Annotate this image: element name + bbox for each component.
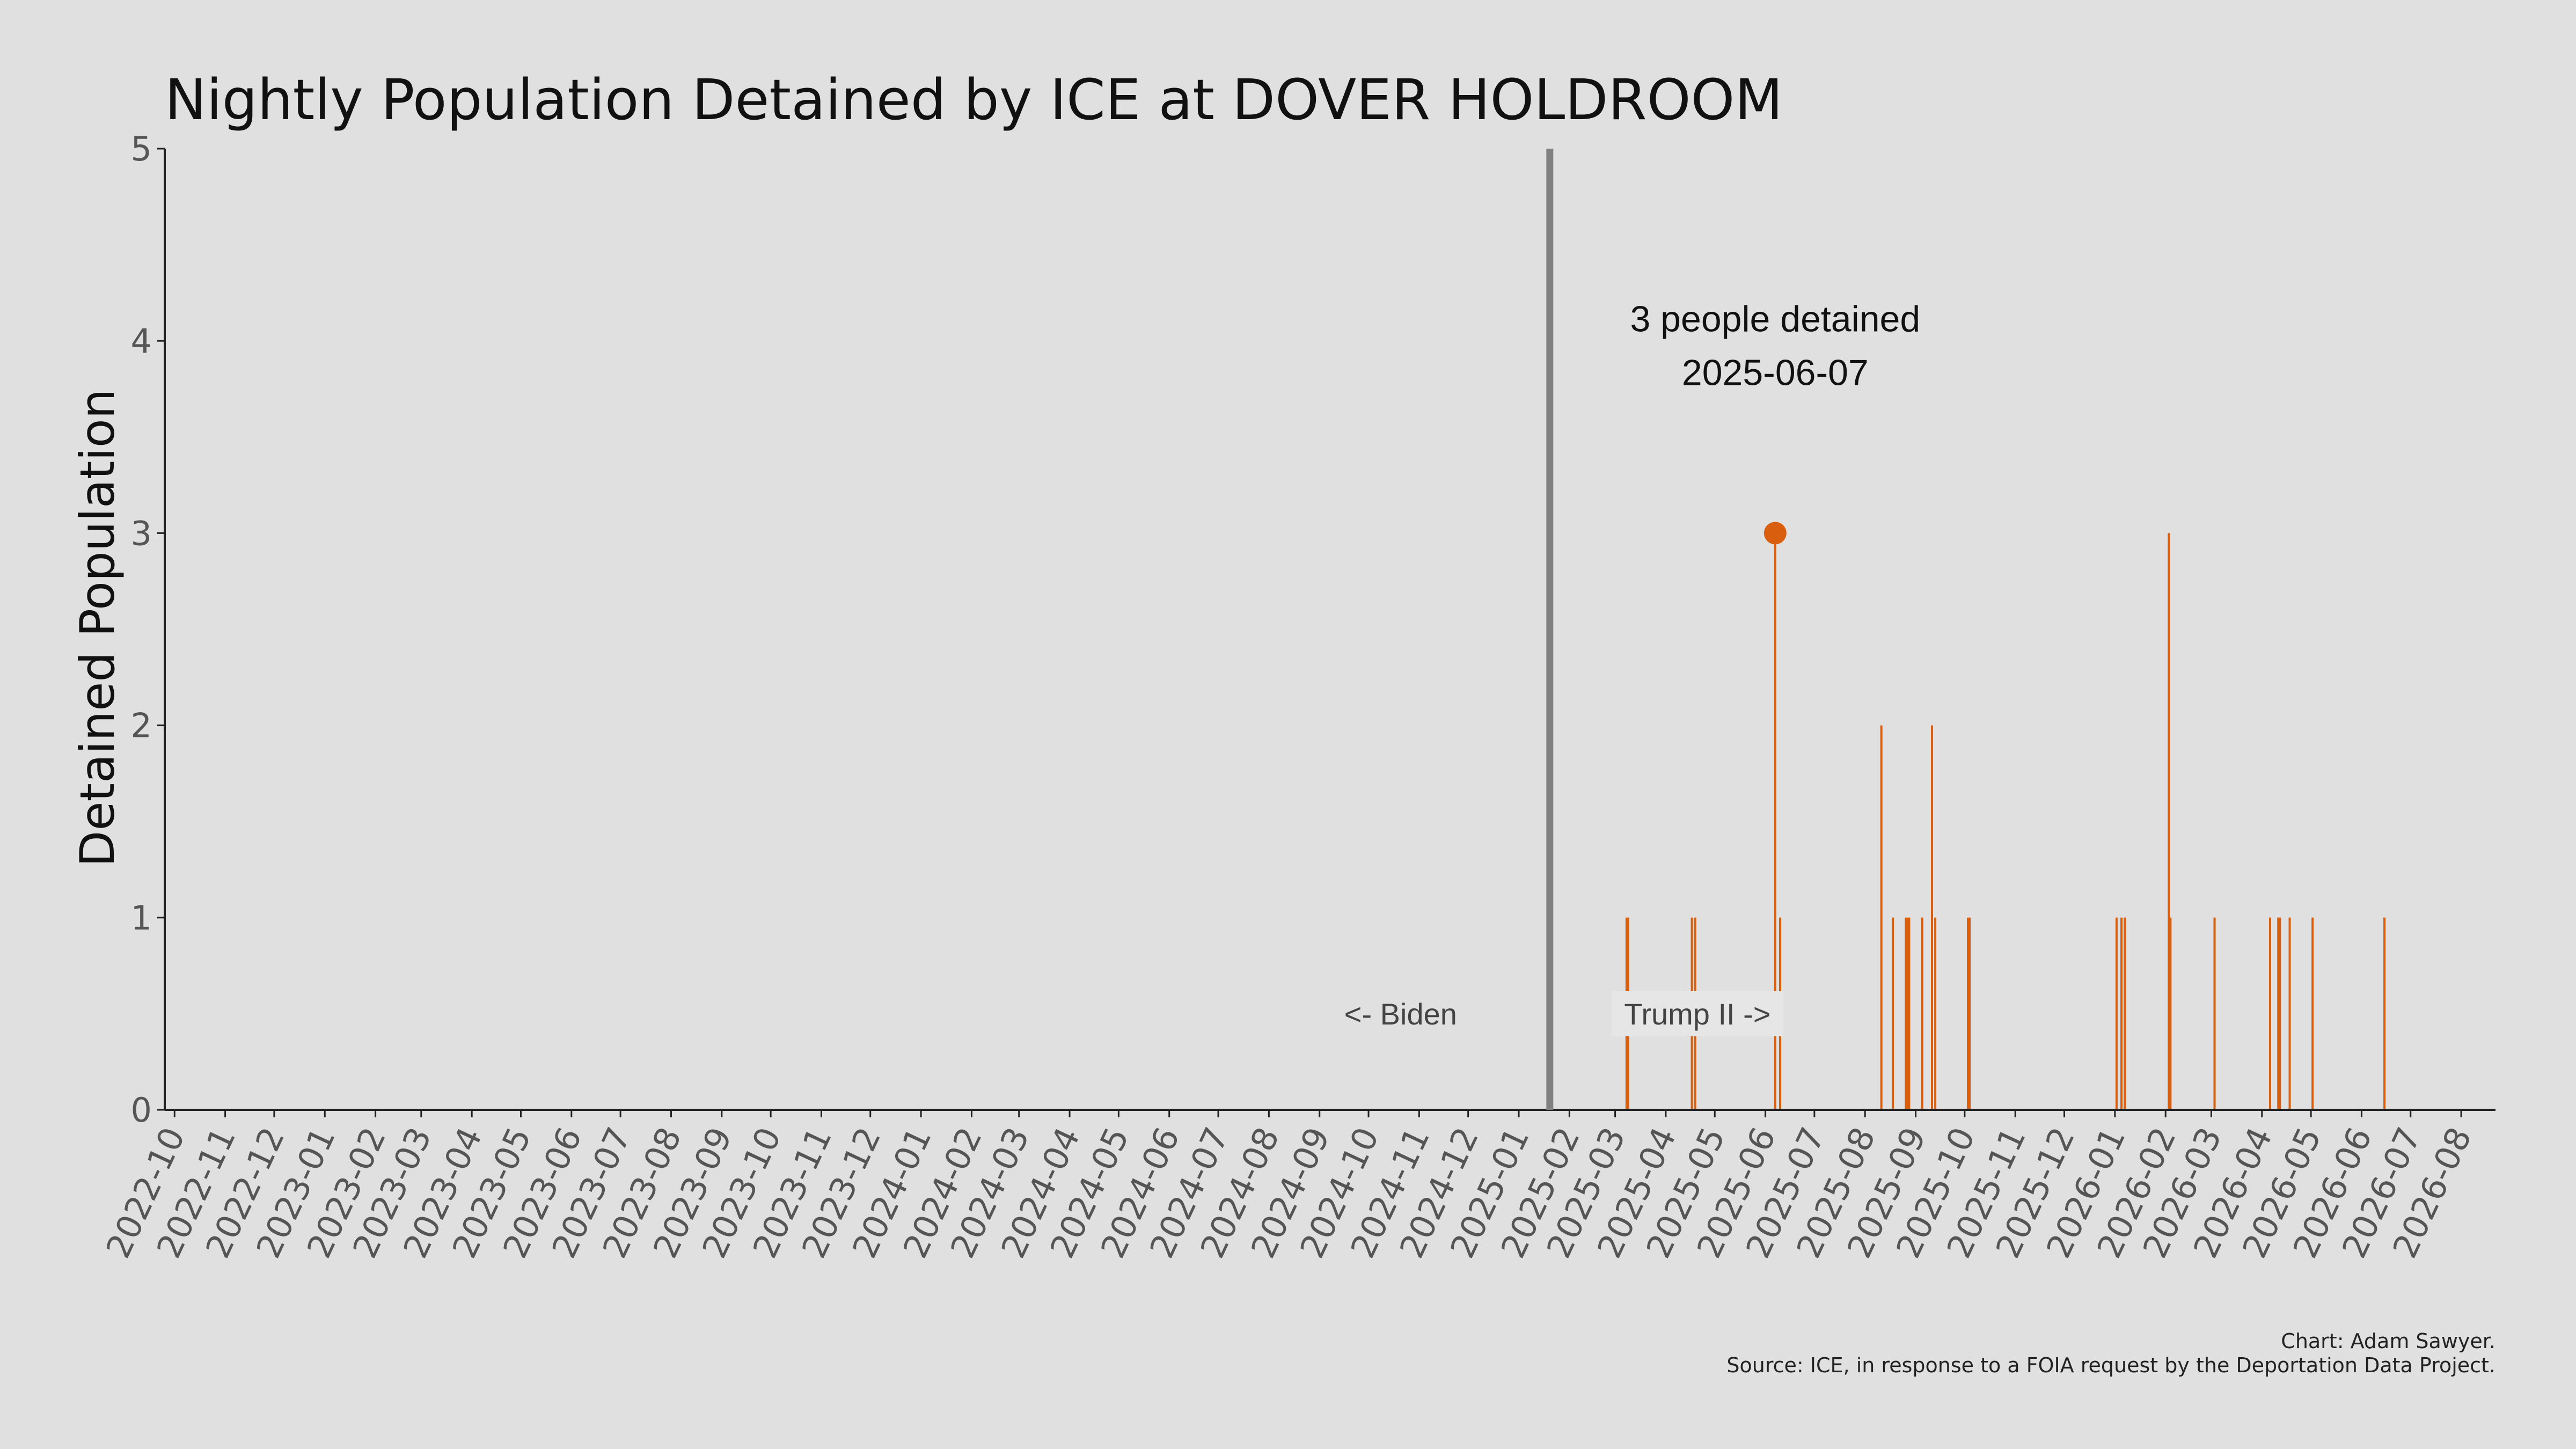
y-tick-label: 2 [131, 706, 152, 745]
highlight-annotation-count: 3 people detained [1630, 298, 1920, 339]
chart-title: Nightly Population Detained by ICE at DO… [165, 67, 1783, 133]
y-ticks: 0 1 2 3 4 5 [131, 129, 165, 1130]
credit-source: Source: ICE, in response to a FOIA reque… [1726, 1353, 2496, 1377]
trump-label: Trump II -> [1624, 997, 1770, 1031]
x-ticks: 2022-102022-112022-122023-012023-022023-… [98, 1110, 2479, 1264]
highlight-point [1763, 522, 1787, 545]
y-tick-label: 3 [131, 514, 152, 553]
bar-series [1625, 533, 2386, 1110]
y-tick-label: 5 [131, 129, 152, 169]
credit-author: Chart: Adam Sawyer. [2281, 1329, 2496, 1353]
highlight-annotation-date: 2025-06-07 [1682, 353, 1869, 393]
axes [164, 149, 2496, 1111]
trump-label-background [1611, 991, 1783, 1036]
y-tick-label: 0 [131, 1091, 152, 1130]
y-tick-label: 4 [131, 321, 152, 361]
y-tick-label: 1 [131, 898, 152, 938]
y-axis-label: Detained Population [70, 389, 125, 867]
biden-label: <- Biden [1344, 997, 1457, 1031]
